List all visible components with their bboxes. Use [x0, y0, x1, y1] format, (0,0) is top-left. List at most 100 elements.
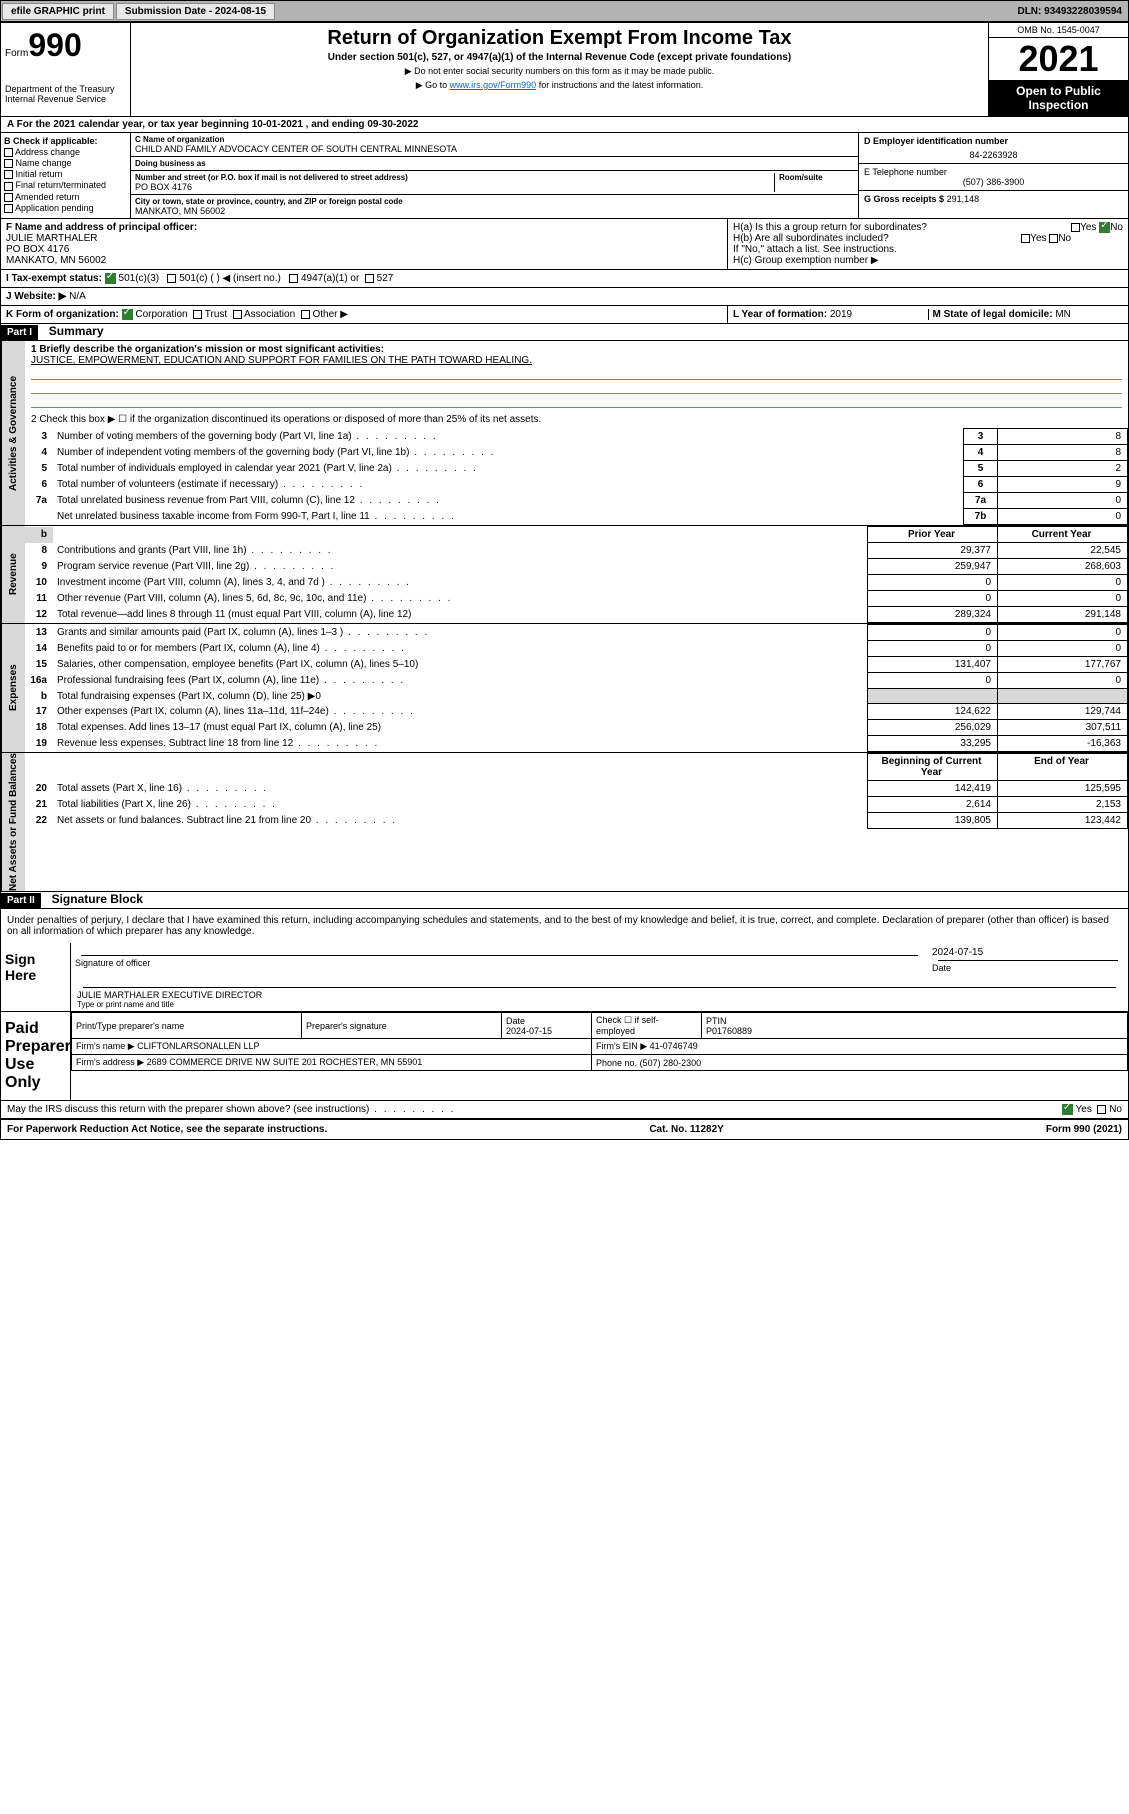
- sig-date: 2024-07-15: [932, 947, 1124, 958]
- line2: 2 Check this box ▶ ☐ if the organization…: [25, 411, 1128, 428]
- address: PO BOX 4176: [135, 182, 774, 192]
- ha-yes[interactable]: [1071, 223, 1080, 232]
- sign-here-label: Sign Here: [1, 943, 71, 1011]
- expenses-table: 13Grants and similar amounts paid (Part …: [25, 624, 1128, 752]
- footer-mid: Cat. No. 11282Y: [649, 1124, 723, 1135]
- chk-app-pending[interactable]: [4, 204, 13, 213]
- period-line: A For the 2021 calendar year, or tax yea…: [1, 117, 1128, 133]
- chk-527[interactable]: [365, 274, 374, 283]
- note2-pre: ▶ Go to: [416, 80, 450, 90]
- submission-date-button[interactable]: Submission Date - 2024-08-15: [116, 3, 275, 20]
- hb-no[interactable]: [1049, 234, 1058, 243]
- chk-4947[interactable]: [289, 274, 298, 283]
- i-opt-0: 501(c)(3): [119, 273, 160, 284]
- b-item-4: Amended return: [15, 192, 80, 202]
- officer-addr2: MANKATO, MN 56002: [6, 255, 722, 266]
- form-header: Form990 Department of the Treasury Inter…: [1, 23, 1128, 117]
- chk-initial-return[interactable]: [4, 170, 13, 179]
- state-domicile: MN: [1055, 309, 1071, 320]
- public-inspection: Open to Public Inspection: [989, 80, 1128, 116]
- chk-501c[interactable]: [167, 274, 176, 283]
- chk-assoc[interactable]: [233, 310, 242, 319]
- part1-title: Summary: [41, 324, 104, 338]
- netassets-section: Net Assets or Fund Balances Beginning of…: [1, 753, 1128, 892]
- sig-officer-label: Signature of officer: [75, 958, 924, 968]
- b-item-2: Initial return: [16, 169, 63, 179]
- hb-row: H(b) Are all subordinates included? Yes …: [733, 233, 1123, 244]
- part2-header: Part II Signature Block: [1, 892, 1128, 909]
- chk-501c3[interactable]: [105, 273, 116, 284]
- governance-table: 3Number of voting members of the governi…: [25, 428, 1128, 525]
- hb-yes[interactable]: [1021, 234, 1030, 243]
- officer-sub: Type or print name and title: [77, 1000, 1122, 1009]
- irs-link[interactable]: www.irs.gov/Form990: [450, 80, 537, 90]
- ha-row: H(a) Is this a group return for subordin…: [733, 222, 1123, 233]
- officer-addr1: PO BOX 4176: [6, 244, 722, 255]
- hc-row: H(c) Group exemption number ▶: [733, 255, 1123, 266]
- org-name: CHILD AND FAMILY ADVOCACY CENTER OF SOUT…: [135, 144, 854, 154]
- chk-final-return[interactable]: [4, 182, 13, 191]
- form-title: Return of Organization Exempt From Incom…: [139, 27, 980, 50]
- room-label: Room/suite: [779, 173, 854, 182]
- addr-label: Number and street (or P.O. box if mail i…: [135, 173, 774, 182]
- chk-corp[interactable]: [122, 309, 133, 320]
- side-expenses: Expenses: [1, 624, 25, 752]
- part1-header: Part I Summary: [1, 324, 1128, 341]
- i-opt-2: 4947(a)(1) or: [301, 273, 359, 284]
- revenue-section: Revenue bPrior YearCurrent Year 8Contrib…: [1, 526, 1128, 624]
- k-opt-0: Corporation: [135, 309, 187, 320]
- note-ssn: ▶ Do not enter social security numbers o…: [139, 66, 980, 77]
- discuss-yes[interactable]: [1062, 1104, 1073, 1115]
- tax-year: 2021: [989, 38, 1128, 80]
- note2-post: for instructions and the latest informat…: [536, 80, 703, 90]
- row-i: I Tax-exempt status: 501(c)(3) 501(c) ( …: [1, 270, 1128, 288]
- b-item-1: Name change: [16, 158, 72, 168]
- ha-no[interactable]: [1099, 222, 1110, 233]
- l-label: L Year of formation:: [733, 309, 827, 320]
- row-k-l-m: K Form of organization: Corporation Trus…: [1, 306, 1128, 324]
- form-number: 990: [28, 27, 81, 63]
- part2-badge: Part II: [1, 893, 41, 908]
- form-container: Form990 Department of the Treasury Inter…: [0, 22, 1129, 1140]
- city-state-zip: MANKATO, MN 56002: [135, 206, 854, 216]
- discuss-no[interactable]: [1097, 1105, 1106, 1114]
- dln-label: DLN: 93493228039594: [1017, 6, 1128, 17]
- m-label: M State of legal domicile:: [933, 309, 1053, 320]
- firm-name: CLIFTONLARSONALLEN LLP: [137, 1041, 259, 1051]
- paid-preparer-row: Paid Preparer Use Only Print/Type prepar…: [1, 1012, 1128, 1101]
- chk-trust[interactable]: [193, 310, 202, 319]
- i-opt-3: 527: [377, 273, 394, 284]
- b-header: B Check if applicable:: [4, 136, 127, 146]
- c-label: C Name of organization: [135, 135, 854, 144]
- j-label: J Website: ▶: [6, 291, 66, 302]
- chk-name-change[interactable]: [4, 159, 13, 168]
- chk-other[interactable]: [301, 310, 310, 319]
- dba-label: Doing business as: [135, 159, 854, 168]
- prep-sig-lbl: Preparer's signature: [302, 1013, 502, 1039]
- efile-print-button[interactable]: efile GRAPHIC print: [2, 3, 114, 20]
- mission-text: JUSTICE, EMPOWERMENT, EDUCATION AND SUPP…: [31, 355, 1122, 366]
- declaration: Under penalties of perjury, I declare th…: [1, 909, 1128, 943]
- paid-table: Print/Type preparer's name Preparer's si…: [71, 1012, 1128, 1071]
- firm-ein: 41-0746749: [650, 1041, 698, 1051]
- chk-address-change[interactable]: [4, 148, 13, 157]
- officer-name-title: JULIE MARTHALER EXECUTIVE DIRECTOR: [77, 990, 1122, 1000]
- hb-note: If "No," attach a list. See instructions…: [733, 244, 1123, 255]
- governance-section: Activities & Governance 1 Briefly descri…: [1, 341, 1128, 526]
- gross-receipts: 291,148: [947, 194, 980, 204]
- part2-title: Signature Block: [44, 892, 143, 906]
- top-bar: efile GRAPHIC print Submission Date - 20…: [0, 0, 1129, 22]
- discuss-row: May the IRS discuss this return with the…: [1, 1101, 1128, 1120]
- d-label: D Employer identification number: [864, 136, 1123, 146]
- block-b-c-d: B Check if applicable: Address change Na…: [1, 133, 1128, 219]
- side-netassets: Net Assets or Fund Balances: [1, 753, 25, 891]
- b-item-5: Application pending: [15, 203, 94, 213]
- paid-label: Paid Preparer Use Only: [1, 1012, 71, 1100]
- phone: (507) 386-3900: [864, 177, 1123, 187]
- omb-number: OMB No. 1545-0047: [989, 23, 1128, 38]
- e-label: E Telephone number: [864, 167, 1123, 177]
- f-label: F Name and address of principal officer:: [6, 222, 722, 233]
- prep-date: 2024-07-15: [506, 1026, 552, 1036]
- chk-amended[interactable]: [4, 193, 13, 202]
- officer-name: JULIE MARTHALER: [6, 233, 722, 244]
